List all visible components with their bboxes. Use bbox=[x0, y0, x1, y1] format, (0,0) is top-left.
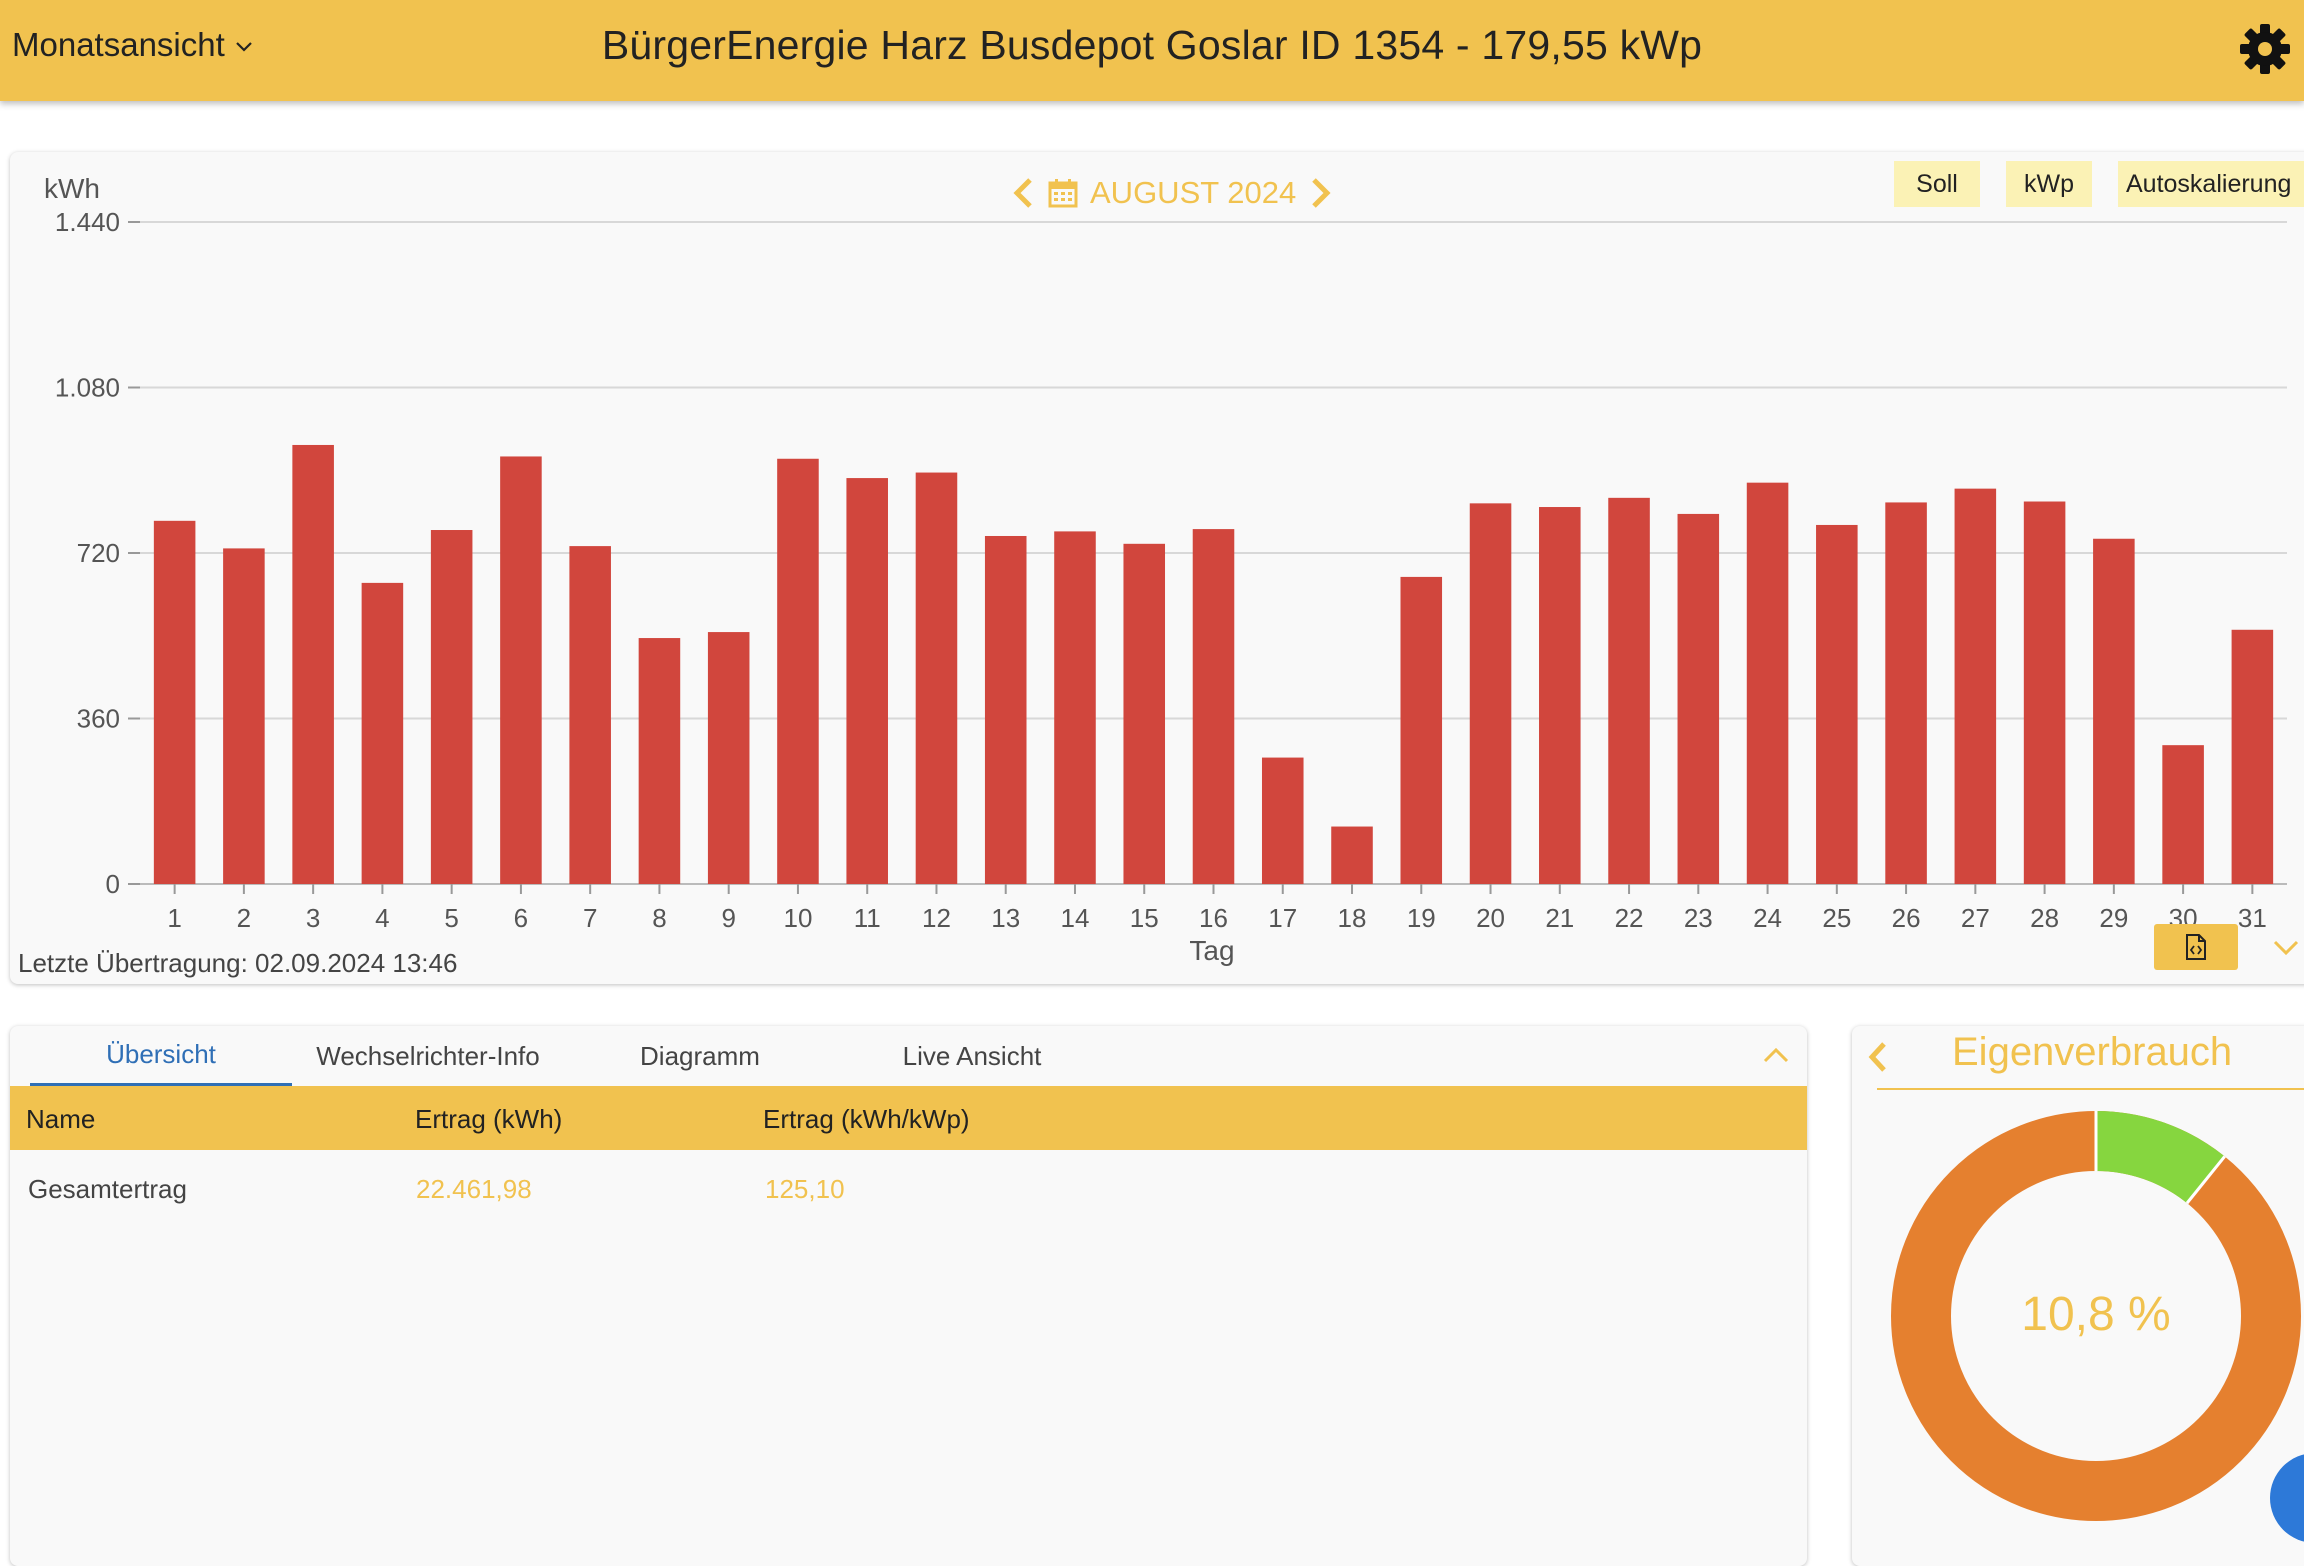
kwp-toggle-button[interactable]: kWp bbox=[2006, 161, 2092, 207]
col-header-ertrag-kwh-kwp: Ertrag (kWh/kWp) bbox=[763, 1104, 970, 1134]
autoscale-toggle-button[interactable]: Autoskalierung bbox=[2118, 161, 2304, 207]
eigenverbrauch-donut-chart: 10,8 % bbox=[1891, 1111, 2301, 1521]
bar-day-17[interactable] bbox=[1261, 757, 1304, 884]
bar-day-26[interactable] bbox=[1885, 502, 1927, 884]
bar-day-27[interactable] bbox=[1954, 488, 1997, 884]
chevron-down-icon[interactable] bbox=[2272, 938, 2300, 958]
bar-day-3[interactable] bbox=[292, 444, 334, 884]
bar-day-5[interactable] bbox=[430, 530, 473, 884]
chevron-up-icon[interactable] bbox=[1762, 1046, 1790, 1064]
tab-live-ansicht[interactable]: Live Ansicht bbox=[902, 1040, 1042, 1071]
bar-day-15[interactable] bbox=[1123, 543, 1166, 884]
overview-card: Übersicht Wechselrichter-Info Diagramm L… bbox=[10, 1026, 1807, 1566]
bar-day-12[interactable] bbox=[915, 472, 958, 884]
tab-wechselrichter-info[interactable]: Wechselrichter-Info bbox=[316, 1040, 540, 1071]
bar-day-18[interactable] bbox=[1331, 826, 1373, 884]
bar-day-6[interactable] bbox=[500, 456, 542, 884]
bar-day-23[interactable] bbox=[1677, 513, 1720, 884]
row-name: Gesamtertrag bbox=[28, 1174, 187, 1204]
export-button[interactable] bbox=[2154, 924, 2238, 970]
bar-day-10[interactable] bbox=[777, 458, 819, 884]
bar-day-14[interactable] bbox=[1054, 531, 1096, 884]
bar-day-19[interactable] bbox=[1400, 576, 1443, 884]
tab-uebersicht[interactable]: Übersicht bbox=[30, 1026, 292, 1086]
chevron-right-icon[interactable] bbox=[1308, 176, 1334, 210]
bar-day-8[interactable] bbox=[638, 638, 681, 884]
eigenverbrauch-divider bbox=[1877, 1088, 2304, 1090]
chevron-down-icon bbox=[236, 42, 252, 52]
calendar-icon[interactable] bbox=[1048, 178, 1078, 208]
bar-day-28[interactable] bbox=[2023, 501, 2066, 884]
bar-day-16[interactable] bbox=[1192, 529, 1235, 884]
tab-bar: Übersicht Wechselrichter-Info Diagramm L… bbox=[10, 1026, 1807, 1086]
top-bar: Monatsansicht BürgerEnergie Harz Busdepo… bbox=[0, 0, 2304, 101]
bar-day-11[interactable] bbox=[846, 478, 888, 884]
bar-day-1[interactable] bbox=[153, 520, 196, 884]
bar-day-21[interactable] bbox=[1539, 507, 1581, 884]
view-mode-dropdown[interactable]: Monatsansicht bbox=[12, 26, 255, 64]
bar-day-25[interactable] bbox=[1816, 524, 1858, 884]
bar-day-31[interactable] bbox=[2231, 629, 2274, 884]
eigenverbrauch-percent: 10,8 % bbox=[2021, 1288, 2170, 1341]
row-ertrag-kwh-kwp: 125,10 bbox=[765, 1174, 845, 1204]
tab-diagramm[interactable]: Diagramm bbox=[640, 1040, 760, 1071]
file-code-icon bbox=[2186, 934, 2206, 960]
donut-separator bbox=[2185, 1155, 2226, 1205]
bar-day-30[interactable] bbox=[2162, 745, 2204, 884]
view-mode-label: Monatsansicht bbox=[12, 26, 225, 63]
month-label[interactable]: AUGUST 2024 bbox=[1090, 175, 1297, 210]
page-title: BürgerEnergie Harz Busdepot Goslar ID 13… bbox=[601, 22, 1703, 68]
bar-day-13[interactable] bbox=[984, 535, 1027, 884]
chevron-left-icon[interactable] bbox=[1866, 1040, 1888, 1074]
bar-day-29[interactable] bbox=[2093, 538, 2135, 884]
gear-icon[interactable] bbox=[2238, 22, 2292, 76]
last-transfer-text: Letzte Übertragung: 02.09.2024 13:46 bbox=[18, 948, 458, 978]
bar-day-9[interactable] bbox=[707, 632, 750, 884]
bar-day-2[interactable] bbox=[223, 548, 265, 884]
month-navigator: AUGUST 2024 bbox=[1010, 175, 1334, 211]
bar-day-4[interactable] bbox=[361, 582, 404, 884]
soll-toggle-button[interactable]: Soll bbox=[1894, 161, 1980, 207]
bar-day-22[interactable] bbox=[1608, 497, 1650, 884]
table-header: Name Ertrag (kWh) Ertrag (kWh/kWp) bbox=[10, 1086, 1807, 1150]
eigenverbrauch-title: Eigenverbrauch bbox=[1952, 1030, 2233, 1074]
donut-own-segment bbox=[2095, 1111, 2225, 1204]
bar-day-24[interactable] bbox=[1746, 482, 1789, 884]
bar-day-7[interactable] bbox=[569, 546, 611, 884]
col-header-ertrag-kwh: Ertrag (kWh) bbox=[415, 1104, 563, 1134]
col-header-name: Name bbox=[26, 1104, 96, 1134]
chevron-left-icon[interactable] bbox=[1010, 176, 1036, 210]
bar-day-20[interactable] bbox=[1469, 503, 1512, 884]
row-ertrag-kwh: 22.461,98 bbox=[416, 1174, 532, 1204]
